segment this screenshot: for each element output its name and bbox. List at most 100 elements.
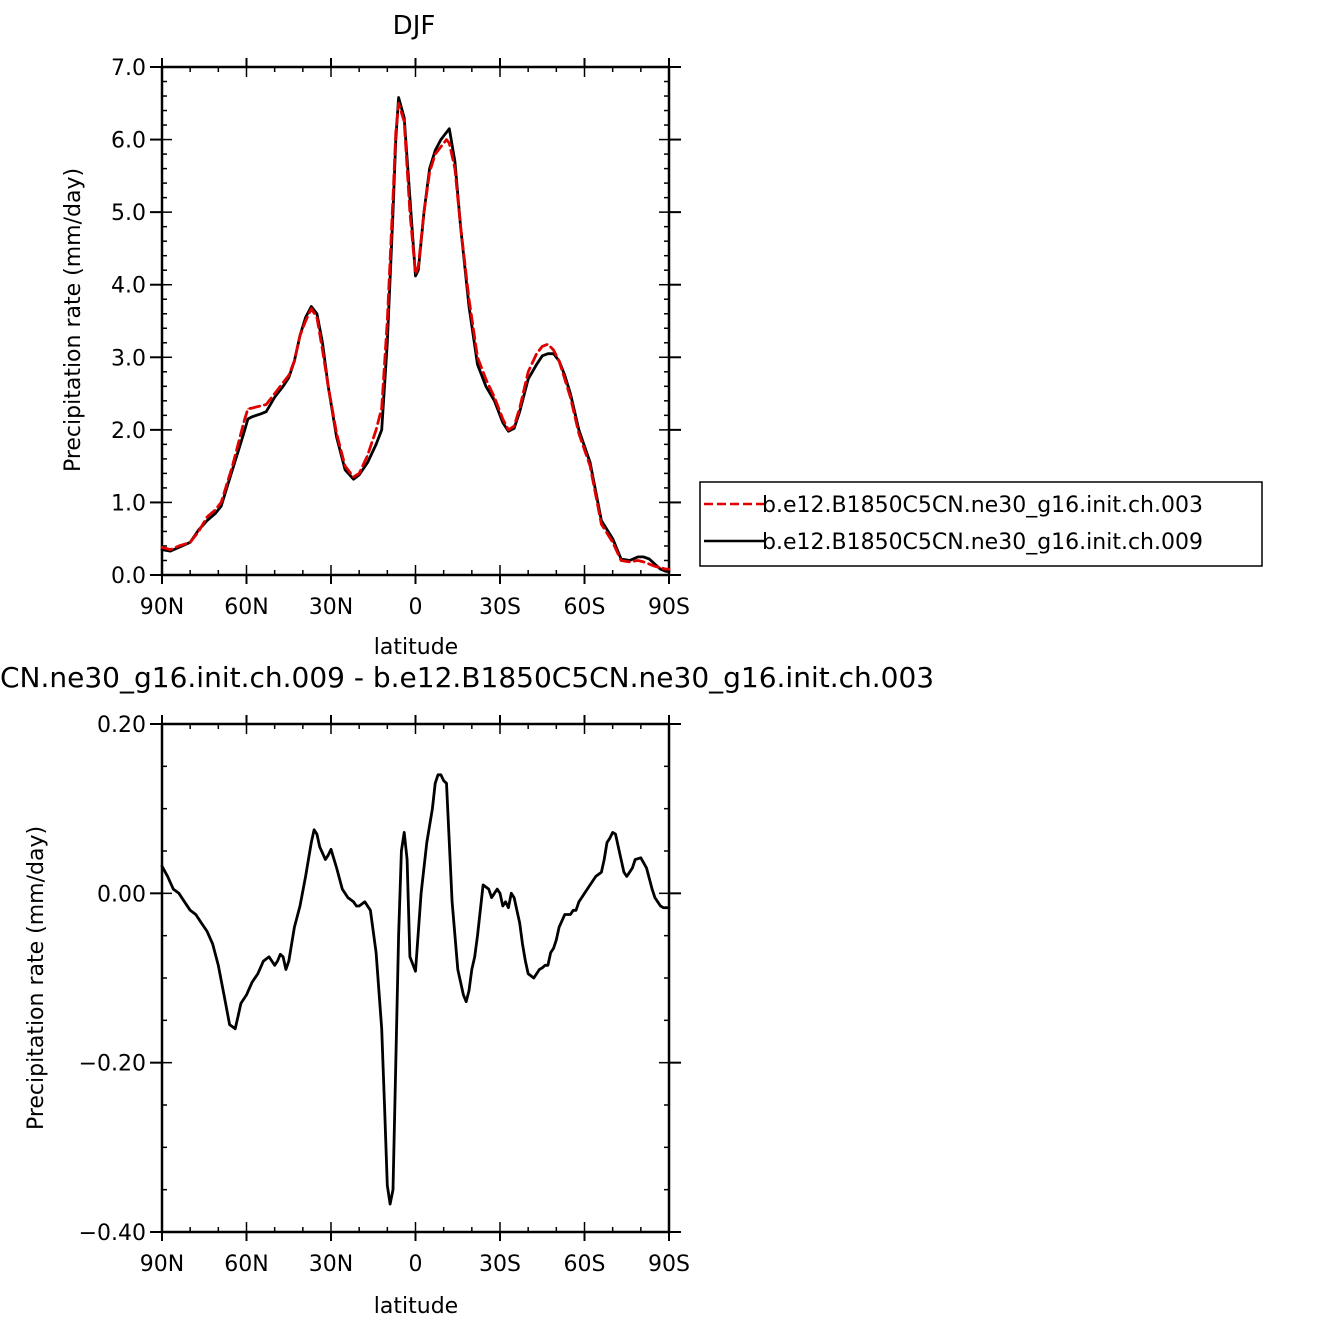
top-xtick-label: 60S (564, 595, 606, 620)
bottom-series-0-point (299, 905, 301, 907)
top-series-0-point (637, 559, 639, 562)
top-series-0-point (316, 316, 318, 318)
top-series-0-point (600, 523, 603, 525)
bottom-series-0-point (445, 782, 448, 784)
bottom-series-0-point (502, 905, 504, 907)
bottom-series-0-point (375, 952, 377, 954)
top-series-1-point (659, 568, 662, 570)
top-series-0-point (251, 407, 253, 409)
top-series-0-point (578, 432, 580, 435)
bottom-xtick-label: 90N (140, 1252, 184, 1277)
bottom-series-0-point (617, 846, 619, 848)
top-series-0-point (305, 320, 307, 322)
bottom-series-0-point (268, 956, 270, 958)
bottom-series-0-point (437, 774, 439, 776)
top-series-0-point (569, 396, 572, 398)
bottom-title: CN.ne30_g16.init.ch.009 - b.e12.B1850C5C… (0, 661, 934, 694)
bottom-series-0-point (581, 897, 583, 899)
bottom-series-0-point (409, 956, 411, 958)
top-series-1-point (612, 538, 614, 540)
bottom-series-0-point (564, 913, 566, 916)
top-series-0-point (367, 454, 369, 456)
bottom-series-0-point (482, 884, 484, 886)
bottom-series-0-point (612, 831, 614, 834)
top-ytick-label: 5.0 (111, 201, 146, 226)
bottom-series-0-point (468, 990, 470, 992)
top-series-1-point (476, 363, 479, 366)
bottom-series-0-point (172, 888, 174, 890)
top-series-0-point (454, 168, 456, 170)
bottom-series-0-point (183, 901, 186, 903)
bottom-xtick-label: 90S (648, 1252, 690, 1277)
top-series-0-point (648, 563, 650, 565)
top-series-0-point (321, 349, 324, 351)
top-series-0-point (460, 226, 462, 228)
bottom-series-0-point (364, 901, 366, 903)
top-series-1-point (637, 556, 639, 558)
top-series-0-point (352, 476, 355, 478)
bottom-series-0-point (533, 977, 535, 979)
bottom-series-0-point (262, 960, 264, 962)
top-series-0-point (226, 483, 228, 485)
top-series-0-point (668, 568, 670, 570)
top-series-0-point (403, 120, 405, 122)
top-series-0-point (265, 403, 267, 406)
bottom-series-0-point (491, 897, 493, 899)
bottom-series-0-point (651, 888, 653, 890)
top-series-1-point (316, 313, 318, 315)
bottom-series-0-point (305, 875, 307, 878)
top-series-1-point (409, 197, 411, 199)
top-xtick-label: 90N (140, 595, 184, 620)
top-series-1-point (247, 418, 249, 420)
top-series-1-point (220, 505, 222, 507)
top-series-0-point (243, 422, 245, 424)
bottom-xtick-label: 60N (224, 1252, 268, 1277)
top-series-0-point (434, 153, 436, 155)
bottom-series-0-point (288, 960, 290, 962)
bottom-plot-frame (160, 722, 671, 1234)
top-series-1-point (648, 558, 650, 560)
top-series-1-point (665, 570, 667, 573)
legend: b.e12.B1850C5CN.ne30_g16.init.ch.003 b.e… (699, 481, 1263, 567)
top-series-0-point (293, 360, 295, 362)
top-series-0-point (541, 345, 543, 347)
bottom-series-0-point (400, 850, 402, 852)
bottom-series-0-point (327, 854, 329, 856)
top-series-1-point (274, 396, 276, 398)
top-series-0-point (665, 568, 667, 570)
top-series-0-point (381, 407, 383, 409)
top-series-0-point (445, 139, 448, 141)
top-series-1-point (440, 139, 442, 141)
bottom-series-0-point (659, 905, 662, 907)
bottom-series-0-point (474, 956, 476, 958)
bottom-panel: CN.ne30_g16.init.ch.009 - b.e12.B1850C5C… (0, 661, 934, 1319)
bottom-series-0-point (595, 875, 597, 878)
top-series-0-point (448, 142, 450, 144)
bottom-series-0-point (212, 943, 214, 945)
bottom-series-0-point (195, 913, 197, 916)
bottom-xtick-label: 60S (564, 1252, 606, 1277)
bottom-series-0-point (237, 1015, 239, 1017)
top-series-1-point (414, 275, 417, 277)
top-series-0-point (288, 374, 290, 376)
top-series-0-point (519, 407, 521, 409)
top-ylabel: Precipitation rate (mm/day) (61, 168, 86, 472)
top-series-0-point (620, 559, 622, 562)
bottom-series-0-point (330, 848, 332, 850)
bottom-series-0-point (609, 837, 611, 839)
top-series-1-point (344, 469, 346, 471)
legend-label-003: b.e12.B1850C5CN.ne30_g16.init.ch.003 (762, 493, 1203, 518)
top-xtick-label: 30S (479, 595, 521, 620)
bottom-series-0-point (544, 964, 546, 966)
top-series-0-point (612, 541, 614, 543)
top-series-1-point (161, 549, 163, 551)
top-series-1-point (448, 128, 450, 130)
top-series-1-point (251, 416, 253, 418)
top-series-0-point (220, 501, 222, 503)
top-series-1-point (643, 556, 645, 558)
bottom-series-0-point (589, 884, 591, 886)
top-series-0-point (414, 273, 417, 275)
bottom-ylabel: Precipitation rate (mm/day) (24, 826, 49, 1130)
top-series-0-point (214, 509, 217, 511)
top-xtick-label: 30N (309, 595, 353, 620)
